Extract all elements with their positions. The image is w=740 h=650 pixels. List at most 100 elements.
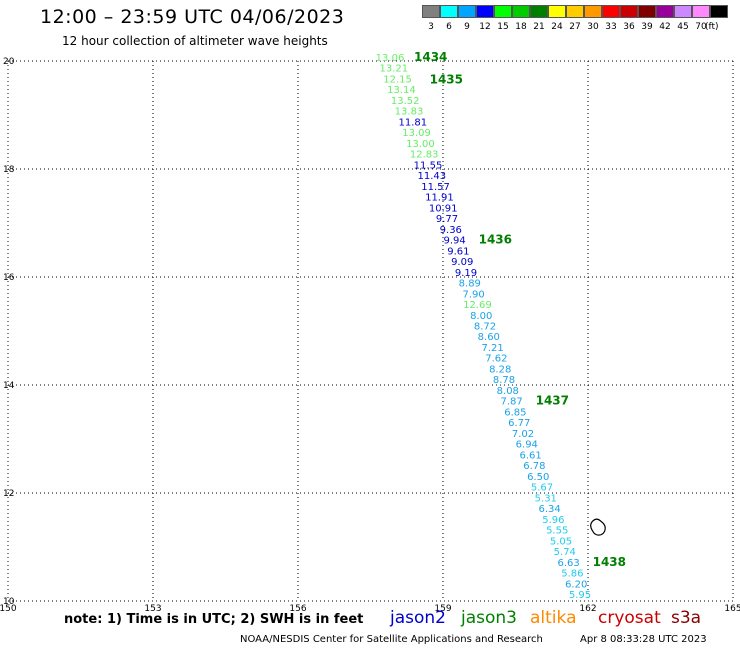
satellite-label-altika: altika [530,608,577,628]
legend-label: 45 [677,22,689,32]
legend-label: 70 [695,22,707,32]
swh-reading: 11.81 [398,117,427,128]
swh-reading: 8.60 [478,332,500,343]
swh-reading: 7.21 [481,343,503,354]
legend-swatch [458,5,476,18]
legend-swatch [620,5,638,18]
legend-label: 18 [515,22,527,32]
satellite-label-jason2: jason2 [390,608,446,628]
swh-reading: 11.55 [414,160,443,171]
legend-swatch [548,5,566,18]
legend-label: 42 [659,22,671,32]
legend-swatch [422,5,440,18]
swh-reading: 6.34 [538,504,560,515]
legend-swatch [674,5,692,18]
swh-reading: 5.05 [550,536,572,547]
swh-reading: 11.91 [425,193,454,204]
swh-reading: 9.09 [451,257,473,268]
latitude-tick-label: 20 [3,57,15,67]
legend-label: 27 [569,22,581,32]
island-outline [590,518,606,536]
map-title: 12:00 – 23:59 UTC 04/06/2023 [40,6,345,28]
legend-swatch [566,5,584,18]
time-marker: 1438 [593,555,626,569]
swh-reading: 5.55 [546,526,568,537]
longitude-tick-label: 153 [144,604,161,614]
swh-reading: 6.77 [508,418,530,429]
swh-reading: 5.67 [531,483,553,494]
legend-unit: (ft) [705,22,719,32]
swh-reading: 6.94 [516,440,538,451]
legend-label: 9 [464,22,470,32]
legend-label: 21 [533,22,545,32]
swh-reading: 6.61 [519,450,541,461]
legend-label: 39 [641,22,653,32]
swh-reading: 13.52 [391,96,420,107]
legend-label: 33 [605,22,617,32]
longitude-tick-label: 156 [289,604,306,614]
swh-reading: 7.62 [485,354,507,365]
legend-swatch [440,5,458,18]
swh-reading: 7.90 [462,289,484,300]
legend-label: 6 [446,22,452,32]
swh-reading: 12.15 [383,74,412,85]
legend-swatch [656,5,674,18]
swh-reading: 8.78 [493,375,515,386]
swh-reading: 5.96 [542,515,564,526]
swh-reading: 6.85 [504,407,526,418]
swh-reading: 8.08 [497,386,519,397]
swh-reading: 8.00 [470,311,492,322]
swh-reading: 6.50 [527,472,549,483]
swh-reading: 13.83 [395,107,424,118]
longitude-tick-label: 150 [0,604,17,614]
satellite-label-cryosat: cryosat [598,608,661,628]
swh-reading: 5.74 [554,547,576,558]
legend-swatch [494,5,512,18]
swh-reading: 9.61 [447,246,469,257]
legend-swatch [710,5,728,18]
map-subtitle: 12 hour collection of altimeter wave hei… [62,34,328,48]
time-marker: 1434 [414,50,447,64]
swh-reading: 13.09 [402,128,431,139]
swh-reading: 6.78 [523,461,545,472]
time-marker: 1435 [430,72,463,86]
swh-reading: 9.77 [436,214,458,225]
swh-reading: 8.89 [459,279,481,290]
swh-reading: 12.83 [410,150,439,161]
legend-swatch [584,5,602,18]
legend-swatch [638,5,656,18]
legend-label: 15 [497,22,509,32]
satellite-label-jason3: jason3 [461,608,517,628]
swh-reading: 7.87 [500,397,522,408]
swh-reading: 13.06 [376,53,405,64]
legend-label: 3 [428,22,434,32]
legend-label: 12 [479,22,491,32]
legend-swatch [692,5,710,18]
swh-reading: 5.95 [569,590,591,601]
longitude-tick-label: 165 [724,604,740,614]
swh-reading: 9.19 [455,268,477,279]
legend-label: 24 [551,22,563,32]
longitude-tick-label: 162 [579,604,596,614]
swh-reading: 5.31 [535,493,557,504]
swh-reading: 9.36 [440,225,462,236]
swh-reading: 8.72 [474,322,496,333]
legend-swatch [512,5,530,18]
swh-reading: 6.20 [565,579,587,590]
swh-reading: 11.57 [421,182,450,193]
time-marker: 1437 [536,394,569,408]
swh-reading: 13.00 [406,139,435,150]
swh-reading: 10.91 [429,203,458,214]
swh-reading: 8.28 [489,364,511,375]
credit-line: NOAA/NESDIS Center for Satellite Applica… [240,634,543,645]
legend-swatch [602,5,620,18]
footer-note: note: 1) Time is in UTC; 2) SWH is in fe… [64,612,364,627]
swh-reading: 13.21 [379,64,408,75]
time-marker: 1436 [479,233,512,247]
swh-reading: 6.63 [557,558,579,569]
swh-reading: 5.86 [561,569,583,580]
latitude-tick-label: 14 [3,381,15,391]
generated-timestamp: Apr 8 08:33:28 UTC 2023 [580,634,707,645]
legend-label: 30 [587,22,599,32]
